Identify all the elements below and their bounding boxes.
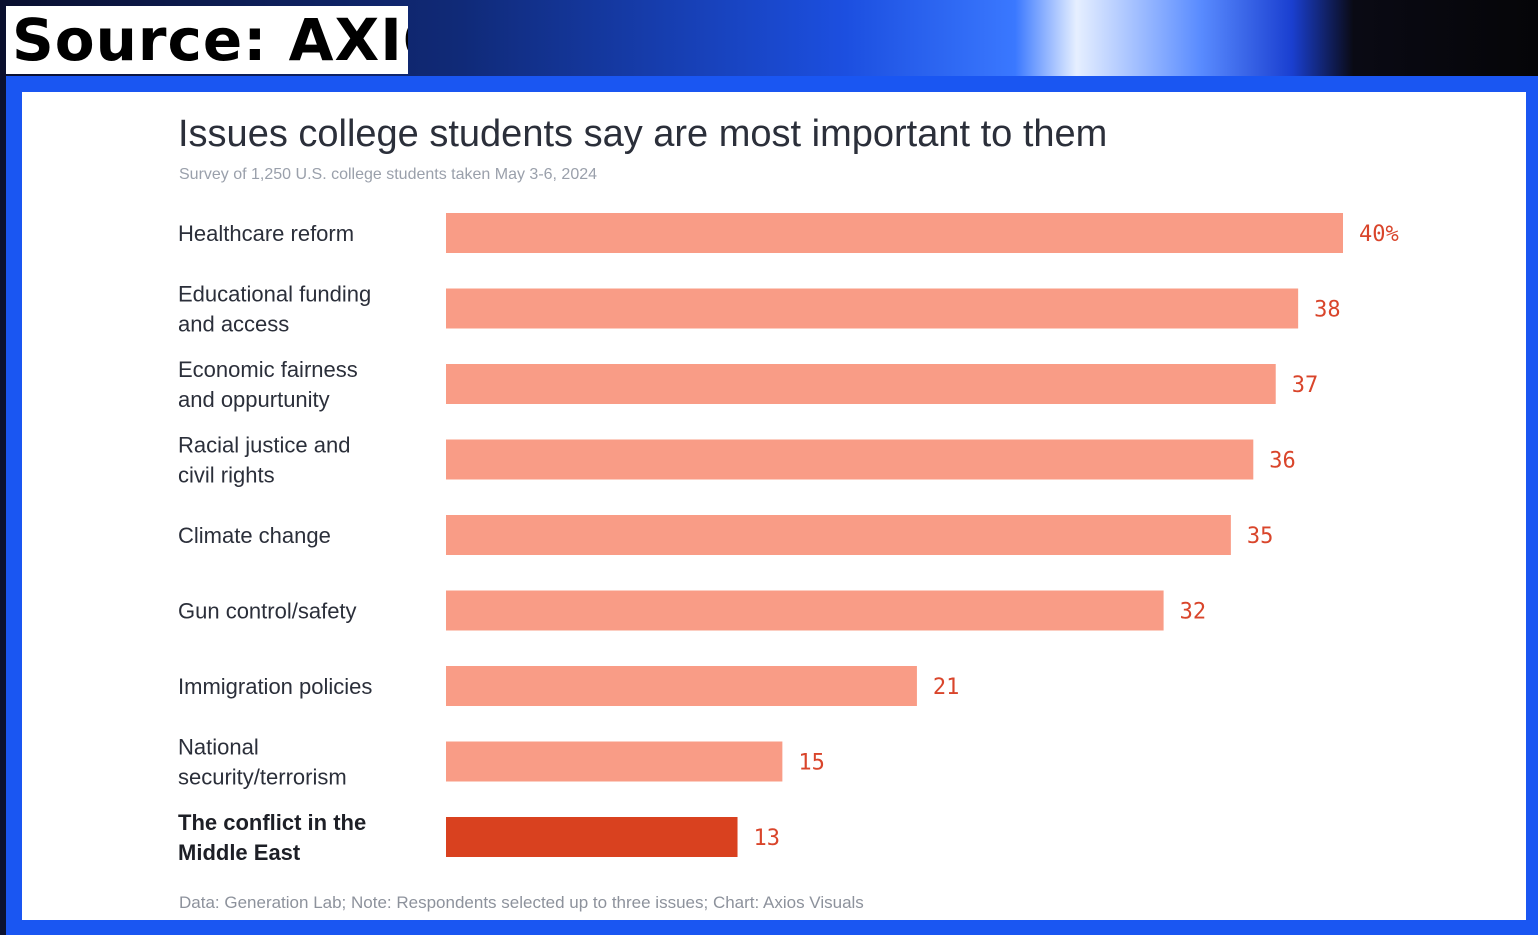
value-label-6: 21 — [933, 675, 960, 700]
category-label-line: Healthcare reform — [178, 221, 354, 246]
category-label-7: National security/terrorism — [178, 735, 347, 790]
value-label-0: 40% — [1359, 222, 1399, 247]
value-label-1: 38 — [1314, 298, 1341, 323]
category-label-line: Immigration policies — [178, 674, 372, 699]
bar-4 — [446, 515, 1231, 555]
category-label-line: Educational funding — [178, 282, 371, 307]
value-label-2: 37 — [1292, 373, 1319, 398]
category-label-line: civil rights — [178, 463, 275, 488]
chart-subtitle: Survey of 1,250 U.S. college students ta… — [179, 166, 598, 183]
category-label-line: Gun control/safety — [178, 599, 357, 624]
value-label-5: 32 — [1180, 600, 1207, 625]
category-label-3: Racial justice and civil rights — [178, 433, 350, 488]
category-label-0: Healthcare reform — [178, 221, 354, 246]
category-label-line: Racial justice and — [178, 433, 350, 458]
bar-chart: 40% Healthcare reform 38 Educational fundin… — [178, 213, 1399, 865]
category-label-line: Climate change — [178, 523, 331, 548]
category-label-line: The conflict in the — [178, 810, 366, 835]
bar-0 — [446, 213, 1343, 253]
category-label-line: Middle East — [178, 840, 301, 865]
bar-7 — [446, 741, 783, 782]
bar-6 — [446, 666, 917, 706]
category-label-line: and oppurtunity — [178, 387, 330, 412]
chart-footer: Data: Generation Lab; Note: Respondents … — [179, 893, 864, 912]
category-label-5: Gun control/safety — [178, 599, 357, 624]
chart-card: Issues college students say are most imp… — [22, 92, 1526, 920]
category-label-2: Economic fairness and oppurtunity — [178, 357, 358, 412]
bar-5 — [446, 590, 1164, 631]
category-label-line: National — [178, 735, 259, 760]
category-label-line: and access — [178, 312, 289, 337]
category-label-6: Immigration policies — [178, 674, 372, 699]
category-label-8: The conflict in the Middle East — [178, 810, 366, 865]
value-label-8: 13 — [754, 826, 781, 851]
source-tag: Source: AXIOS — [6, 6, 408, 74]
category-label-1: Educational funding and access — [178, 282, 371, 337]
value-label-7: 15 — [798, 751, 825, 776]
bar-8 — [446, 817, 738, 857]
bar-3 — [446, 439, 1254, 480]
value-label-3: 36 — [1269, 449, 1296, 474]
chart-frame: Issues college students say are most imp… — [6, 76, 1538, 935]
bar-2 — [446, 364, 1276, 404]
value-label-4: 35 — [1247, 524, 1274, 549]
chart-title: Issues college students say are most imp… — [178, 113, 1108, 155]
bar-1 — [446, 288, 1299, 329]
category-label-4: Climate change — [178, 523, 331, 548]
category-label-line: security/terrorism — [178, 765, 347, 790]
category-label-line: Economic fairness — [178, 357, 358, 382]
